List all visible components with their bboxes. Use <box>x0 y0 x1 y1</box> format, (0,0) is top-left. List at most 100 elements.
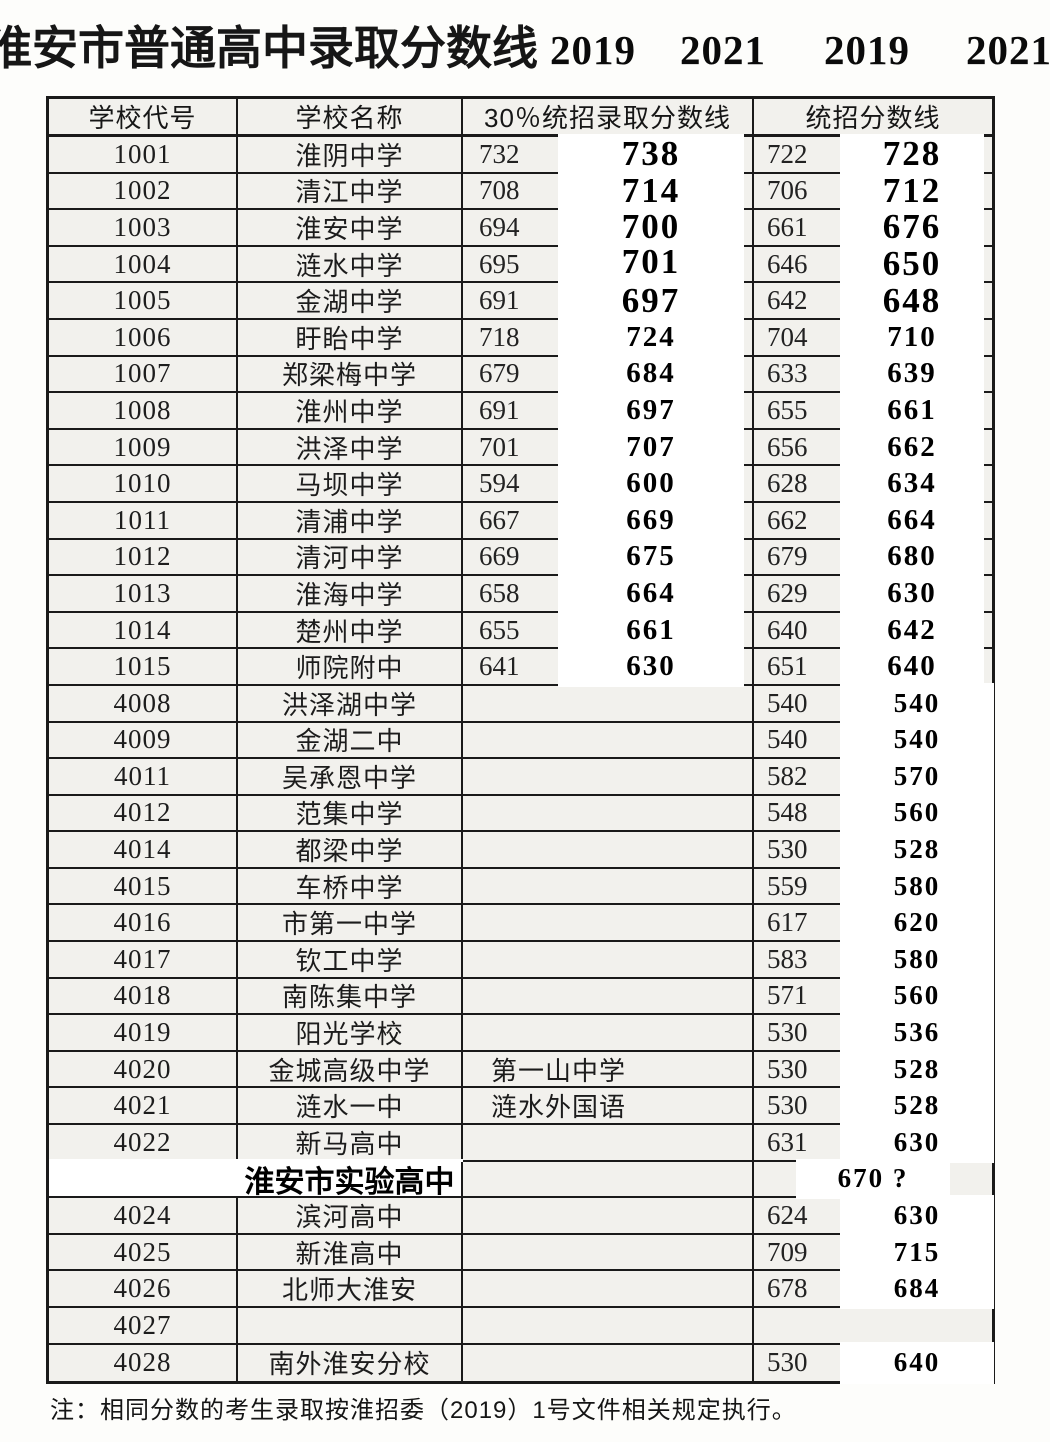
score-unified-cell: 661 676 <box>754 207 992 248</box>
white-patch: 560 <box>840 975 994 1017</box>
score-unified-2021: 650 <box>882 244 942 284</box>
score-30pct-cell: 641 630 <box>463 646 754 687</box>
table-row: 1002 清江中学 708 714 706 712 <box>49 170 992 212</box>
table-row: 4025 新淮高中 709 715 <box>49 1231 994 1273</box>
page-title: 淮安市普通高中录取分数线 2019 2021 2019 2021 <box>0 12 1050 78</box>
white-patch: 712 <box>840 170 984 212</box>
white-patch: 684 <box>840 1268 994 1309</box>
score-unified-2021: 560 <box>893 797 941 828</box>
score-unified-2019: 530 <box>767 1090 808 1121</box>
alt-school-name: 第一山中学 <box>491 1055 627 1086</box>
school-code-cell: 1008 <box>49 393 238 428</box>
score-30pct-2019: 691 <box>479 285 520 316</box>
white-patch: 680 <box>840 536 984 578</box>
score-unified-cell: 530 528 <box>754 1085 994 1127</box>
score-unified-2021: 540 <box>893 687 941 718</box>
school-code-cell: 4016 <box>49 905 238 941</box>
school-code: 4025 <box>113 1236 172 1267</box>
score-unified-cell: 530 528 <box>754 1048 994 1090</box>
school-name-cell: 吴承恩中学 <box>238 759 463 794</box>
title-year-2021-b: 2021 <box>966 27 1050 73</box>
school-name: 师院附中 <box>295 653 404 684</box>
score-30pct-cell <box>463 978 754 1014</box>
score-unified-2019: 540 <box>767 724 808 755</box>
score-unified-cell: 722 728 <box>754 134 992 175</box>
school-code: 4015 <box>113 870 172 901</box>
school-name: 淮海中学 <box>295 579 404 610</box>
score-unified-cell: 646 650 <box>754 243 992 285</box>
score-unified-2021: 580 <box>893 943 941 974</box>
white-patch: 640 <box>840 646 984 687</box>
score-30pct-2021: 714 <box>621 170 681 210</box>
school-code: 4026 <box>113 1273 172 1304</box>
score-30pct-cell: 658 664 <box>463 573 754 614</box>
score-30pct-cell: 667 669 <box>463 499 754 541</box>
score-unified-2021: 648 <box>882 280 942 320</box>
school-code: 1014 <box>113 614 172 645</box>
table-body: 1001 淮阴中学 732 738 722 728 1002 清江中学 708 714 706 712… <box>49 134 994 1385</box>
table-row: 1007 郑梁梅中学 679 684 633 639 <box>49 353 992 395</box>
score-30pct-cell: 695 701 <box>463 242 754 287</box>
school-code-cell: 4011 <box>49 759 238 794</box>
score-unified-2019: 656 <box>767 431 808 462</box>
score-unified-2021: 640 <box>893 1347 941 1378</box>
score-unified-2019: 646 <box>767 248 808 279</box>
white-patch: 697 <box>558 280 744 321</box>
white-patch: 684 <box>558 353 744 395</box>
school-name: 车桥中学 <box>295 872 404 903</box>
table-row: 4008 洪泽湖中学 540 540 <box>49 682 994 724</box>
school-code-cell: 1007 <box>49 356 238 392</box>
school-code: 1004 <box>113 248 172 279</box>
header-school-name: 学校名称 <box>238 99 463 134</box>
white-patch: 670 ? <box>796 1158 950 1200</box>
school-code-cell: 4024 <box>49 1198 238 1233</box>
school-name-cell: 淮阴中学 <box>238 137 463 172</box>
score-unified-2021: 620 <box>893 907 941 938</box>
school-code: 1009 <box>113 431 172 462</box>
school-name-cell: 南外淮安分校 <box>238 1344 463 1382</box>
table-row: 1011 清浦中学 667 669 662 664 <box>49 499 992 541</box>
school-name: 清浦中学 <box>295 506 404 537</box>
score-unified-cell: 629 630 <box>754 573 992 614</box>
table-row: 1015 师院附中 641 630 651 640 <box>49 646 992 687</box>
school-name-cell: 北师大淮安 <box>238 1271 463 1306</box>
score-30pct-cell <box>463 722 754 758</box>
white-patch: 580 <box>840 865 994 907</box>
school-name-cell: 滨河高中 <box>238 1198 463 1233</box>
school-name-cell: 钦工中学 <box>238 942 463 977</box>
table-row: 4009 金湖二中 540 540 <box>49 719 994 761</box>
school-name: 淮州中学 <box>295 396 404 427</box>
score-30pct-cell: 594 600 <box>463 463 754 504</box>
school-code: 4017 <box>113 943 172 974</box>
school-name-cell: 淮安中学 <box>238 210 463 245</box>
school-code: 4014 <box>113 834 172 865</box>
school-name-cell: 淮州中学 <box>238 393 463 428</box>
school-name: 淮阴中学 <box>295 140 404 171</box>
score-unified-cell: 559 580 <box>754 865 994 907</box>
score-30pct-2019: 694 <box>479 211 520 242</box>
school-code-cell: 1005 <box>49 283 238 318</box>
school-code-cell: 1001 <box>49 137 238 172</box>
school-name: 市第一中学 <box>281 909 417 940</box>
school-code: 1006 <box>113 321 172 352</box>
school-name: 都梁中学 <box>295 836 404 867</box>
score-30pct-2021: 707 <box>626 430 676 463</box>
school-code: 4012 <box>113 797 172 828</box>
score-unified-2019: 530 <box>767 1017 808 1048</box>
white-patch: 664 <box>558 573 744 614</box>
score-unified-cell: 540 540 <box>754 719 994 761</box>
table-row: 4017 钦工中学 583 580 <box>49 939 994 980</box>
score-30pct-cell: 655 661 <box>463 609 754 651</box>
score-30pct-cell: 691 697 <box>463 390 754 431</box>
table-row: 4019 阳光学校 530 536 <box>49 1012 994 1053</box>
score-30pct-2019: 691 <box>479 394 520 425</box>
score-unified-2021: 684 <box>893 1273 941 1304</box>
table-header-row: 学校代号 学校名称 30％统招录取分数线 统招分数线 <box>49 99 992 137</box>
table-row: 1008 淮州中学 691 697 655 661 <box>49 390 992 431</box>
white-patch: 661 <box>558 609 744 651</box>
school-name-cell: 车桥中学 <box>238 868 463 904</box>
score-30pct-2019: 667 <box>479 504 520 535</box>
score-30pct-cell <box>463 832 754 867</box>
score-unified-2021: 680 <box>887 540 937 573</box>
score-30pct-2021: 697 <box>626 393 676 426</box>
